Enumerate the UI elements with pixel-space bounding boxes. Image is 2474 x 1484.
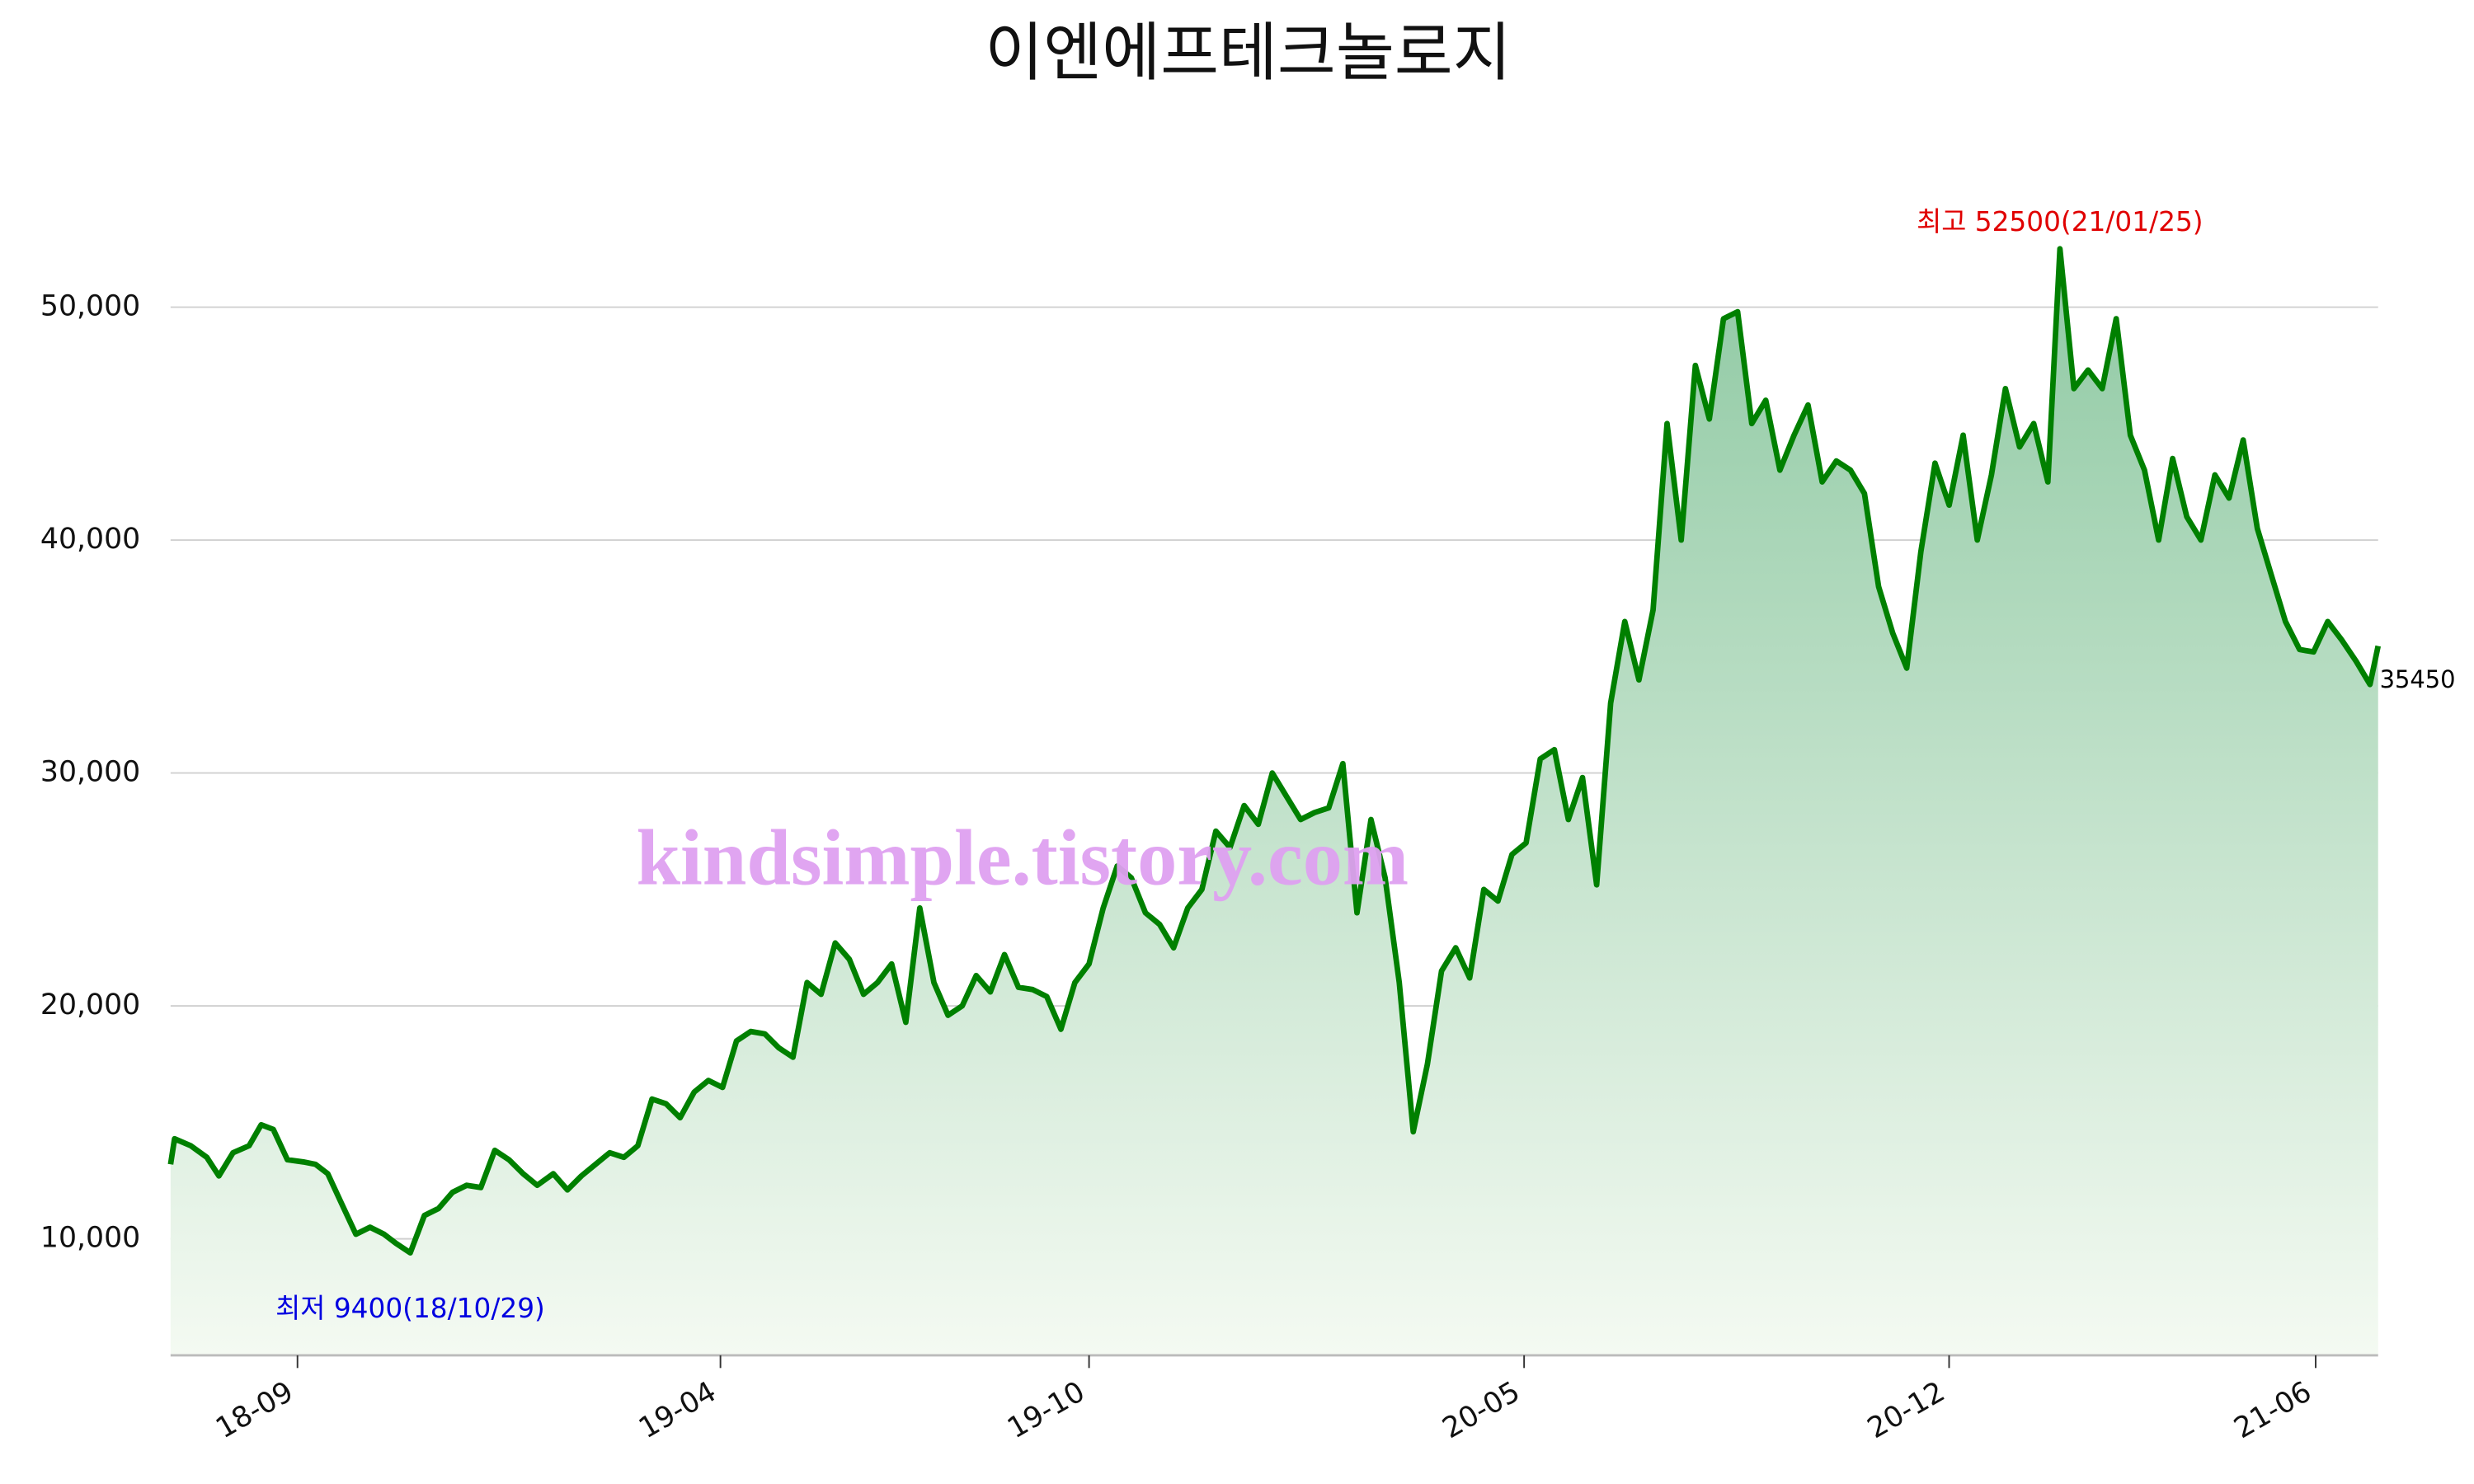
x-tick-label: 18-09 <box>210 1375 299 1445</box>
chart-title: 이엔에프테크놀로지 <box>985 16 1511 90</box>
x-tick-label: 19-04 <box>633 1375 722 1445</box>
x-tick-label: 20-12 <box>1862 1375 1950 1445</box>
x-tick-label: 20-05 <box>1437 1375 1526 1445</box>
annotation: 최고 52500(21/01/25) <box>1917 206 2204 237</box>
line <box>167 246 2382 1256</box>
watermark: kindsimple.tistory.com <box>636 813 1409 901</box>
area <box>170 248 2378 1355</box>
y-tick-label: 50,000 <box>40 290 140 323</box>
y-tick-label: 10,000 <box>40 1222 140 1255</box>
x-tick-label: 19-10 <box>1002 1375 1090 1445</box>
y-tick-label: 40,000 <box>40 523 140 556</box>
annotation: 35450 <box>2380 665 2456 693</box>
y-tick-label: 20,000 <box>40 989 140 1021</box>
y-tick-label: 30,000 <box>40 756 140 789</box>
x-tick-label: 21-06 <box>2229 1375 2317 1445</box>
annotation: 최저 9400(18/10/29) <box>275 1293 545 1324</box>
